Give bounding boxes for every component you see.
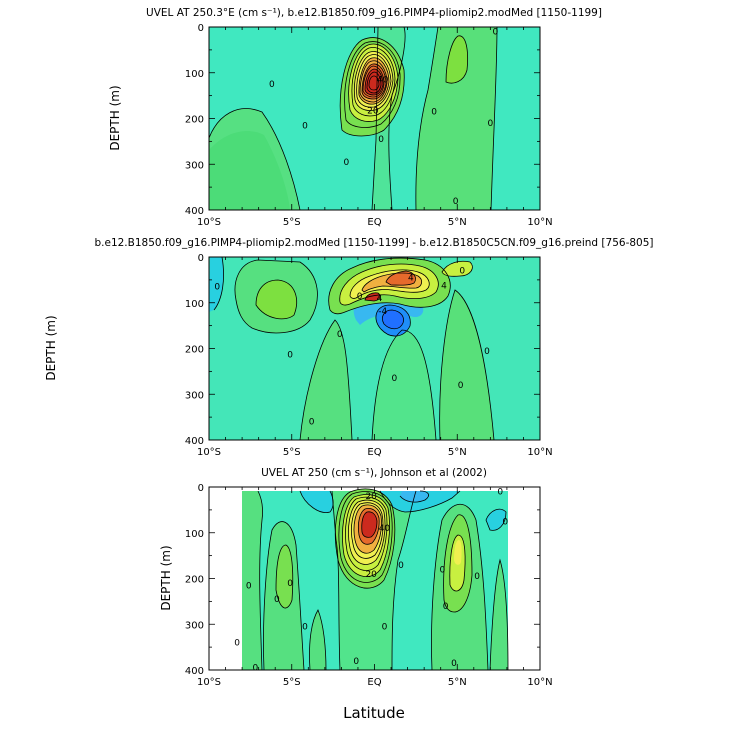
contour-label: 0 bbox=[353, 657, 359, 667]
contour-label: 0 bbox=[357, 292, 363, 302]
contour-label: 20 bbox=[365, 492, 377, 502]
y-tick-label: 400 bbox=[185, 666, 204, 677]
contour-label: 0 bbox=[502, 517, 508, 527]
contour-label: 0 bbox=[474, 572, 480, 582]
y-tick-label: 100 bbox=[185, 529, 204, 540]
contour-label: 40 bbox=[377, 76, 389, 86]
y-tick-label: 300 bbox=[185, 160, 204, 171]
x-tick-label: EQ bbox=[367, 677, 381, 688]
contour-label: 4 bbox=[408, 274, 414, 284]
contour-label: 0 bbox=[246, 581, 252, 591]
contour-label: 20 bbox=[365, 570, 377, 580]
panel-1: UVEL AT 250.3°E (cm s⁻¹), b.e12.B1850.f0… bbox=[108, 7, 602, 228]
x-tick-label: 5°N bbox=[448, 447, 467, 458]
panel-3-title: UVEL AT 250 (cm s⁻¹), Johnson et al (200… bbox=[261, 467, 487, 479]
panel-3: UVEL AT 250 (cm s⁻¹), Johnson et al (200… bbox=[159, 467, 553, 688]
contour-label: 4 bbox=[377, 294, 383, 304]
x-tick-label: EQ bbox=[367, 217, 381, 228]
contour-label: 0 bbox=[287, 350, 293, 360]
contour-label: 0 bbox=[443, 602, 449, 612]
contour-label: 0 bbox=[337, 330, 343, 340]
x-tick-label: 10°S bbox=[197, 677, 221, 688]
panel-2-contour-labels: 0 0 0 0 0 0 0 0 0 4 4 4 -4 bbox=[214, 267, 490, 428]
contour-label: 0 bbox=[439, 565, 445, 575]
contour-label: 0 bbox=[487, 119, 493, 129]
y-tick-label: 200 bbox=[185, 115, 204, 126]
panel-1-contour-labels: 0 0 0 0 0 0 0 0 20 40 bbox=[269, 28, 498, 207]
x-tick-label: EQ bbox=[367, 447, 381, 458]
panel-3-ylabel: DEPTH (m) bbox=[159, 545, 173, 610]
x-tick-label: 10°N bbox=[527, 447, 552, 458]
panel-2: b.e12.B1850.f09_g16.PIMP4-pliomip2.modMe… bbox=[44, 237, 654, 458]
panel-2-contour-lines bbox=[210, 257, 495, 440]
panel-3-contour-lines bbox=[257, 488, 509, 670]
y-tick-label: 200 bbox=[185, 345, 204, 356]
contour-label: 0 bbox=[484, 347, 490, 357]
contour-label: 0 bbox=[497, 488, 503, 498]
contour-label: 0 bbox=[343, 158, 349, 168]
x-tick-label: 10°N bbox=[527, 677, 552, 688]
contour-label: 0 bbox=[269, 80, 275, 90]
contour-label: 20 bbox=[367, 107, 379, 117]
panel-1-contour-lines bbox=[209, 27, 498, 210]
y-tick-label: 0 bbox=[198, 23, 204, 34]
contour-label: 40 bbox=[379, 524, 391, 534]
contour-label: 0 bbox=[302, 623, 308, 633]
contour-label: 4 bbox=[441, 281, 447, 291]
contour-label: 0 bbox=[398, 561, 404, 571]
contour-label: 0 bbox=[382, 623, 388, 633]
panel-1-ylabel: DEPTH (m) bbox=[108, 85, 122, 150]
contour-label: 0 bbox=[234, 639, 240, 649]
x-tick-label: 5°N bbox=[448, 217, 467, 228]
y-tick-label: 400 bbox=[185, 206, 204, 217]
contour-label: 0 bbox=[287, 579, 293, 589]
x-tick-label: 5°S bbox=[283, 217, 301, 228]
x-axis-label: Latitude bbox=[343, 704, 405, 722]
x-tick-label: 5°N bbox=[448, 677, 467, 688]
contour-label: 0 bbox=[391, 374, 397, 384]
contour-label: 0 bbox=[309, 418, 315, 428]
y-tick-label: 300 bbox=[185, 620, 204, 631]
x-tick-label: 10°S bbox=[197, 217, 221, 228]
contour-label: 0 bbox=[252, 664, 258, 674]
contour-label: 0 bbox=[431, 108, 437, 118]
contour-label: 0 bbox=[459, 267, 465, 277]
y-tick-label: 100 bbox=[185, 69, 204, 80]
contour-label: 0 bbox=[492, 28, 498, 38]
contour-label: 0 bbox=[378, 135, 384, 145]
y-tick-label: 0 bbox=[198, 483, 204, 494]
y-tick-label: 0 bbox=[198, 253, 204, 264]
contour-label: 0 bbox=[451, 659, 457, 669]
contour-label: 0 bbox=[214, 283, 220, 293]
contour-label: 0 bbox=[274, 595, 280, 605]
panel-2-title: b.e12.B1850.f09_g16.PIMP4-pliomip2.modMe… bbox=[94, 237, 653, 249]
x-tick-label: 10°S bbox=[197, 447, 221, 458]
x-tick-label: 10°N bbox=[527, 217, 552, 228]
y-tick-label: 300 bbox=[185, 390, 204, 401]
x-tick-label: 5°S bbox=[283, 677, 301, 688]
y-tick-label: 100 bbox=[185, 299, 204, 310]
y-tick-label: 200 bbox=[185, 575, 204, 586]
contour-label: 0 bbox=[302, 121, 308, 131]
y-tick-label: 400 bbox=[185, 436, 204, 447]
panel-1-title: UVEL AT 250.3°E (cm s⁻¹), b.e12.B1850.f0… bbox=[146, 7, 602, 19]
contour-label: 0 bbox=[458, 381, 464, 391]
panel-2-ylabel: DEPTH (m) bbox=[44, 315, 58, 380]
x-tick-label: 5°S bbox=[283, 447, 301, 458]
contour-label: 0 bbox=[453, 197, 459, 207]
contour-label: -4 bbox=[378, 307, 387, 317]
